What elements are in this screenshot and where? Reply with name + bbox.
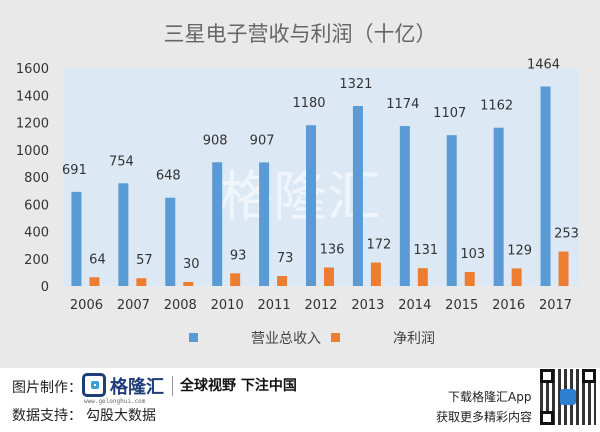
qr-finder-icon [540,411,554,425]
x-tick-label: 2015 [445,298,478,313]
x-tick-label: 2008 [164,298,197,313]
profit-label: 172 [366,238,391,253]
profit-bar [464,271,475,286]
revenue-bar [540,86,551,286]
data-source: 勾股大数据 [86,408,156,424]
more-content-text: 获取更多精彩内容 [436,410,533,424]
revenue-label: 1174 [386,97,419,112]
chart: 三星电子营收与利润（十亿） 格隆汇 0200400600800100012001… [16,22,579,347]
legend: 营业总收入 净利润 [189,331,435,347]
y-tick-label: 1000 [16,144,49,159]
profit-label: 129 [507,243,532,258]
profit-label: 64 [89,252,106,267]
profit-label: 93 [230,248,247,263]
profit-bar [136,278,147,286]
footer [0,368,600,432]
y-tick-label: 800 [24,171,49,186]
x-tick-label: 2012 [304,298,337,313]
data-support-label: 数据支持： [12,408,82,424]
credit-label: 图片制作： [12,380,82,396]
profit-bar [511,268,522,286]
revenue-label: 1107 [433,106,466,121]
divider [172,376,173,396]
revenue-bar [118,183,129,286]
revenue-bar [212,162,223,286]
x-tick-label: 2013 [351,298,384,313]
profit-bar [230,273,241,286]
revenue-label: 908 [203,133,228,148]
revenue-bar [306,125,316,286]
revenue-label: 754 [109,154,134,169]
profit-bar [89,277,100,286]
app-logo-icon [560,389,576,405]
x-axis: 2006 2007 2008 2010 2011 2012 2013 2014 2015 2016… [70,298,572,313]
revenue-bar [399,126,410,286]
revenue-bar [352,106,363,286]
profit-bar [183,281,194,286]
x-tick-label: 2017 [539,298,572,313]
x-tick-label: 2014 [398,298,431,313]
revenue-label: 1162 [480,99,513,114]
revenue-label: 1321 [339,77,372,92]
logo-name: 格隆汇 [110,377,164,398]
x-tick-label: 2006 [70,298,103,313]
profit-bar [324,267,334,286]
revenue-label: 907 [250,133,275,148]
y-tick-label: 1200 [16,117,49,132]
profit-bar [277,276,288,286]
profit-bar [558,251,569,286]
profit-bar [370,262,381,286]
chart-title: 三星电子营收与利润（十亿） [164,22,437,46]
x-tick-label: 2016 [492,298,525,313]
logo-icon [82,373,106,397]
download-app-text: 下载格隆汇App [448,390,532,404]
logo-url: www.gelonghui.com [84,398,146,405]
legend-label: 净利润 [393,331,435,347]
revenue-label: 1180 [292,96,325,111]
legend-label: 营业总收入 [251,331,321,347]
profit-label: 131 [413,243,438,258]
revenue-label: 648 [156,169,181,184]
profit-label: 253 [554,227,579,242]
revenue-bar [493,127,504,287]
revenue-bar [259,162,270,286]
profit-label: 103 [460,247,485,262]
revenue-bar [71,191,82,286]
revenue-label: 1464 [527,58,560,73]
y-tick-label: 1600 [16,62,49,77]
y-tick-label: 200 [24,253,49,268]
plot-area [63,68,579,286]
y-tick-label: 1400 [16,89,49,104]
legend-swatch [331,333,340,342]
revenue-label: 691 [62,163,87,178]
y-tick-label: 400 [24,226,49,241]
revenue-bar [165,197,176,286]
data-labels: 691 64 754 57 648 30 908 93 907 73 1180 136 1321 172 1… [62,58,579,272]
y-tick-label: 0 [41,280,49,295]
profit-label: 30 [183,257,200,272]
profit-label: 73 [277,251,294,266]
legend-swatch [189,333,198,342]
profit-bar [417,268,428,286]
x-tick-label: 2010 [211,298,244,313]
y-tick-label: 600 [24,198,49,213]
y-axis: 0 200 400 600 800 1000 1200 1400 1600 [16,62,49,295]
profit-label: 136 [320,242,345,257]
profit-label: 57 [136,253,153,268]
qr-finder-icon [582,369,596,383]
x-tick-label: 2007 [117,298,150,313]
qr-finder-icon [540,369,554,383]
x-tick-label: 2011 [258,298,291,313]
slogan: 全球视野 下注中国 [180,378,297,394]
bars [71,86,569,287]
revenue-bar [446,135,457,286]
